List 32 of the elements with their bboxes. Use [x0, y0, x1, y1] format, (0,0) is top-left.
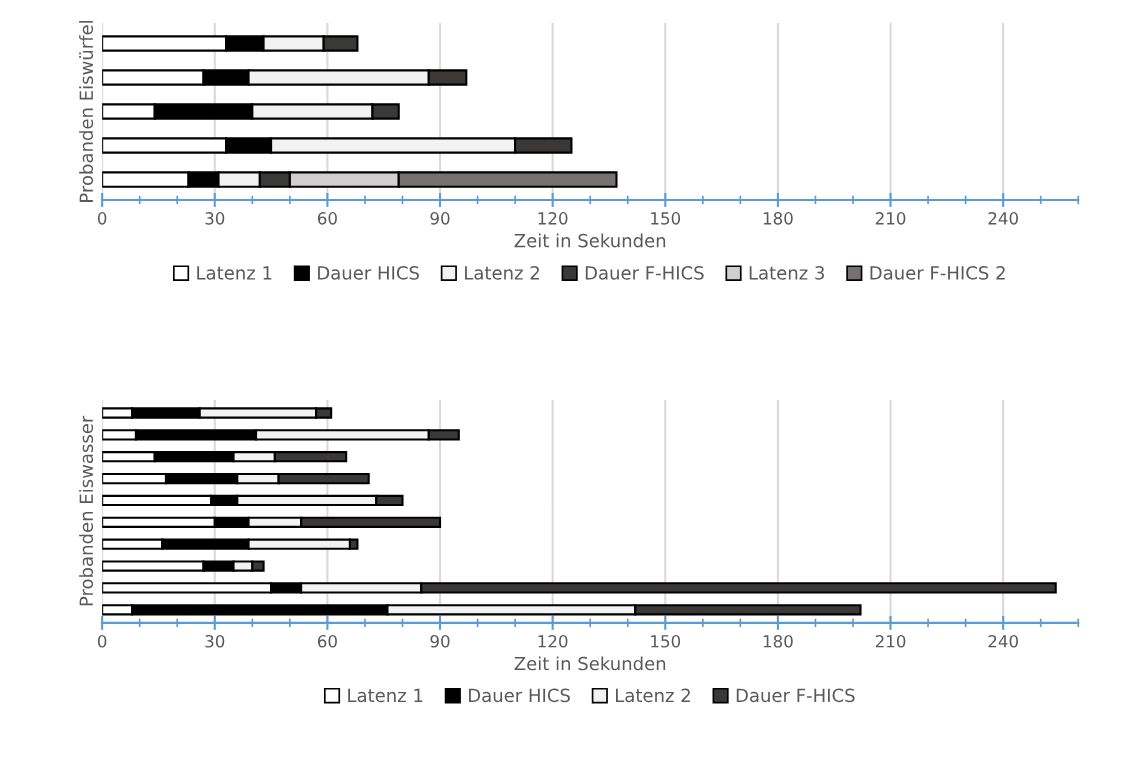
x-tick-label: 150	[651, 212, 681, 225]
x-tick-label: 60	[317, 634, 337, 648]
y-axis-title: Probanden Eiswürfel	[79, 21, 94, 202]
y-axis-title: Probanden Eiswasser	[79, 415, 94, 606]
x-tick-label: 0	[97, 634, 107, 648]
x-tick-label: 60	[317, 212, 337, 225]
x-tick-label: 30	[205, 212, 225, 225]
legend-label: Dauer HICS	[469, 688, 570, 703]
x-axis-title: Zeit in Sekunden	[514, 656, 666, 671]
x-tick-label: 120	[538, 634, 568, 648]
legend-label: Latenz 2	[465, 266, 539, 280]
x-tick-label: 240	[988, 212, 1018, 225]
x-tick-label: 240	[988, 634, 1018, 648]
legend-label: Latenz 1	[348, 688, 423, 703]
x-tick-label: 210	[875, 634, 906, 648]
legend-label: Latenz 3	[749, 266, 824, 280]
x-tick-label: 180	[763, 634, 793, 648]
x-tick-label: 180	[763, 212, 793, 225]
x-tick-label: 0	[97, 212, 107, 225]
x-tick-label: 210	[875, 212, 906, 225]
x-tick-label: 150	[651, 634, 681, 648]
x-axis-title: Zeit in Sekunden	[514, 233, 666, 248]
legend-label: Dauer HICS	[318, 266, 419, 280]
legend-label: Dauer F-HICS	[585, 266, 704, 280]
x-tick-label: 30	[205, 634, 225, 648]
x-tick-label: 90	[430, 634, 450, 648]
x-tick-label: 120	[538, 212, 568, 225]
x-tick-label: 90	[430, 212, 450, 225]
legend-label: Dauer F-HICS 2	[870, 266, 1005, 280]
legend-label: Latenz 2	[616, 688, 690, 703]
legend-label: Latenz 1	[197, 266, 272, 280]
legend-label: Dauer F-HICS	[736, 688, 855, 703]
